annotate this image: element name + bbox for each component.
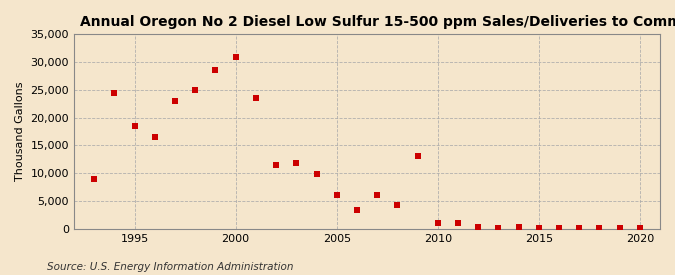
Point [149, 135, 160, 139]
Point [513, 225, 524, 229]
Point [169, 99, 180, 103]
Point [472, 225, 483, 229]
Y-axis label: Thousand Gallons: Thousand Gallons [15, 82, 25, 181]
Point [129, 124, 140, 128]
Point [452, 220, 463, 225]
Text: Annual Oregon No 2 Diesel Low Sulfur 15-500 ppm Sales/Deliveries to Commercial C: Annual Oregon No 2 Diesel Low Sulfur 15-… [80, 15, 675, 29]
Point [392, 203, 403, 207]
Point [372, 193, 383, 197]
Text: Source: U.S. Energy Information Administration: Source: U.S. Energy Information Administ… [47, 262, 294, 272]
Point [433, 221, 443, 225]
Point [271, 163, 281, 167]
Point [352, 208, 362, 213]
Point [230, 54, 241, 59]
Point [331, 193, 342, 197]
Point [109, 90, 120, 95]
Point [291, 161, 302, 165]
Point [190, 88, 200, 92]
Point [554, 225, 564, 230]
Point [250, 96, 261, 100]
Point [614, 226, 625, 230]
Point [210, 68, 221, 73]
Point [493, 225, 504, 230]
Point [89, 177, 100, 181]
Point [533, 225, 544, 230]
Point [412, 154, 423, 159]
Point [574, 225, 585, 230]
Point [594, 226, 605, 230]
Point [311, 172, 322, 177]
Point [634, 226, 645, 230]
